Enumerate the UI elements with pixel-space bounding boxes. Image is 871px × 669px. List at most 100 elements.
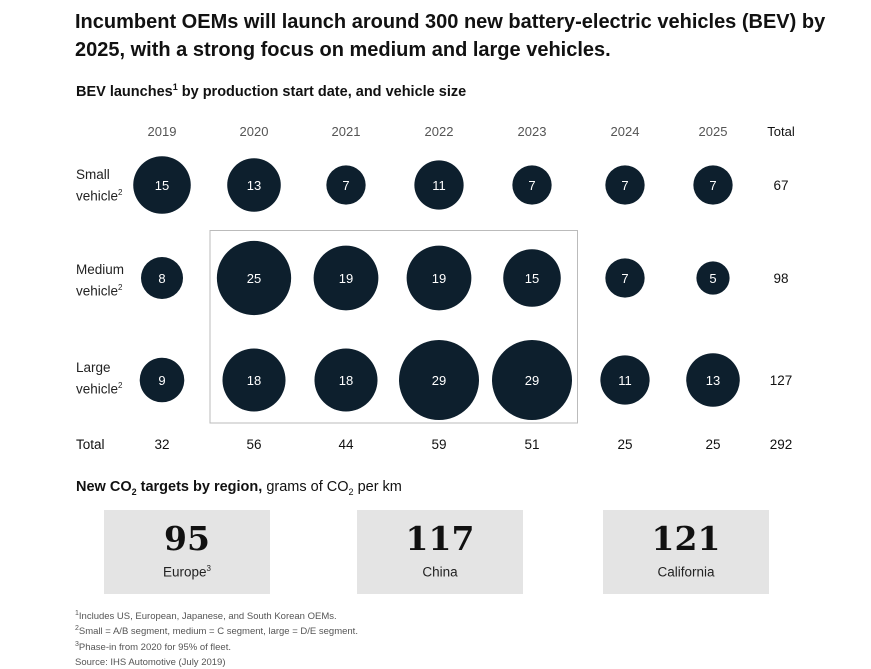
bubble-medium-2020 <box>216 240 292 316</box>
row-label-medium: Medium vehicle2 <box>76 261 124 301</box>
row-label-large-sup: 2 <box>118 381 123 390</box>
bubble-large-2024 <box>600 355 650 405</box>
footnote-3: 3Phase-in from 2020 for 95% of fleet. <box>75 639 358 654</box>
co2-region-europe: Europe3 <box>104 564 270 580</box>
co2-title-rest: grams of CO <box>262 479 349 495</box>
row-label-medium-line2: vehicle <box>76 283 119 299</box>
footnote-1-mark: 1 <box>75 610 79 617</box>
co2-region-california-text: California <box>657 564 715 580</box>
footnote-2-text: Small = A/B segment, medium = C segment,… <box>78 626 358 638</box>
row-label-large-line1: Large <box>76 360 111 375</box>
footnote-1-text: Includes US, European, Japanese, and Sou… <box>78 611 337 623</box>
bubble-large-2025 <box>686 353 740 407</box>
bubble-label-large-2025: 13 <box>706 373 720 388</box>
column-header-total: Total <box>767 124 795 139</box>
row-label-medium-sup: 2 <box>118 283 123 292</box>
bubble-label-large-2024: 11 <box>618 373 632 388</box>
co2-value-china: 117 <box>405 519 475 558</box>
bubble-large-2020 <box>222 348 286 412</box>
footnote-1: 1Includes US, European, Japanese, and So… <box>75 608 358 623</box>
bubble-large-2023 <box>492 340 572 420</box>
bubble-label-large-2021: 18 <box>339 373 353 388</box>
bubble-small-2021 <box>326 165 366 205</box>
co2-region-china: China <box>357 564 523 580</box>
chart-subtitle-rest: by production start date, and vehicle si… <box>177 83 467 100</box>
row-label-medium-line1: Medium <box>76 262 125 277</box>
bubble-label-medium-2024: 7 <box>621 271 628 286</box>
bubble-small-2025 <box>693 165 733 205</box>
column-total-2020: 56 <box>246 437 261 452</box>
bubble-label-small-2021: 7 <box>342 178 349 193</box>
co2-region-china-text: China <box>422 564 458 580</box>
bubble-label-large-2023: 29 <box>525 373 539 388</box>
bubble-label-small-2022: 11 <box>432 178 446 193</box>
bubble-medium-2024 <box>605 258 645 298</box>
footnotes: 1Includes US, European, Japanese, and So… <box>75 608 358 669</box>
chart-subtitle-footnote-mark: 1 <box>172 82 178 92</box>
bubble-large-2019 <box>139 357 185 403</box>
column-total-2023: 51 <box>524 437 539 452</box>
footnote-source: Source: IHS Automotive (July 2019) <box>75 654 358 669</box>
bubble-label-medium-2019: 8 <box>158 271 165 286</box>
bubble-medium-2023 <box>503 249 561 307</box>
totals-row-label: Total <box>76 437 105 452</box>
chart-subtitle: BEV launches1 by production start date, … <box>76 82 466 100</box>
column-header-2024: 2024 <box>611 124 640 139</box>
footnote-3-mark: 3 <box>75 640 79 648</box>
row-label-small-line1: Small <box>76 167 110 182</box>
bubble-label-medium-2021: 19 <box>339 271 353 286</box>
co2-title-rest-end: per km <box>353 479 402 495</box>
co2-title: New CO2 targets by region, grams of CO2 … <box>76 479 402 497</box>
bubble-medium-2019 <box>140 256 184 300</box>
bubble-label-large-2019: 9 <box>158 373 165 388</box>
footnote-2: 2Small = A/B segment, medium = C segment… <box>75 623 358 638</box>
bubble-label-small-2025: 7 <box>709 178 716 193</box>
column-total-2022: 59 <box>431 437 446 452</box>
row-label-small-sup: 2 <box>118 188 123 197</box>
bubble-small-2023 <box>512 165 552 205</box>
headline: Incumbent OEMs will launch around 300 ne… <box>75 11 826 61</box>
column-header-2025: 2025 <box>699 124 728 139</box>
column-total-2021: 44 <box>338 437 354 452</box>
row-total-large: 127 <box>770 373 793 388</box>
co2-region-california: California <box>603 564 769 580</box>
co2-title-bold-sub: 2 <box>131 486 137 497</box>
row-total-medium: 98 <box>773 271 788 286</box>
row-label-small-line2: vehicle <box>76 188 119 204</box>
bubble-chart: 2019 2020 2021 2022 2023 2024 2025 Total 15 13 7 11… <box>76 124 795 452</box>
bubble-label-medium-2023: 15 <box>525 271 539 286</box>
bubble-label-medium-2022: 19 <box>432 271 446 286</box>
co2-title-bold-text: New CO <box>76 479 132 495</box>
column-header-2019: 2019 <box>148 124 177 139</box>
bubble-small-2024 <box>605 165 645 205</box>
bubble-label-large-2022: 29 <box>432 373 446 388</box>
column-header-2023: 2023 <box>518 124 547 139</box>
bubble-label-small-2019: 15 <box>155 178 169 193</box>
chart-subtitle-text: BEV launches <box>76 83 173 100</box>
column-header-2020: 2020 <box>240 124 269 139</box>
bubble-medium-2025 <box>696 261 730 295</box>
footnote-2-mark: 2 <box>75 625 79 633</box>
footnote-3-text: Phase-in from 2020 for 95% of fleet. <box>78 641 231 653</box>
column-total-2019: 32 <box>154 437 169 452</box>
highlight-box <box>209 230 578 424</box>
co2-card-europe: 95 Europe3 <box>104 510 270 594</box>
row-label-small: Small vehicle2 <box>76 166 122 206</box>
bubble-label-medium-2020: 25 <box>247 271 261 286</box>
bubble-label-medium-2025: 5 <box>709 271 716 286</box>
footnote-source-text: Source: IHS Automotive (July 2019) <box>75 657 226 669</box>
bubble-large-2021 <box>314 348 378 412</box>
bubble-large-2022 <box>399 340 479 420</box>
bubble-label-small-2020: 13 <box>247 178 261 193</box>
co2-card-china: 117 China <box>357 510 523 594</box>
column-header-2022: 2022 <box>425 124 454 139</box>
column-total-2024: 25 <box>617 437 632 452</box>
co2-value-europe: 95 <box>164 519 210 558</box>
column-header-2021: 2021 <box>332 124 361 139</box>
co2-title-rest-sub: 2 <box>348 486 354 497</box>
co2-value-california: 121 <box>651 519 721 558</box>
bubble-small-2020 <box>227 158 281 212</box>
co2-region-europe-sup: 3 <box>206 564 211 573</box>
bubble-small-2022 <box>414 160 464 210</box>
co2-title-bold: New CO2 targets by region, <box>76 479 262 497</box>
